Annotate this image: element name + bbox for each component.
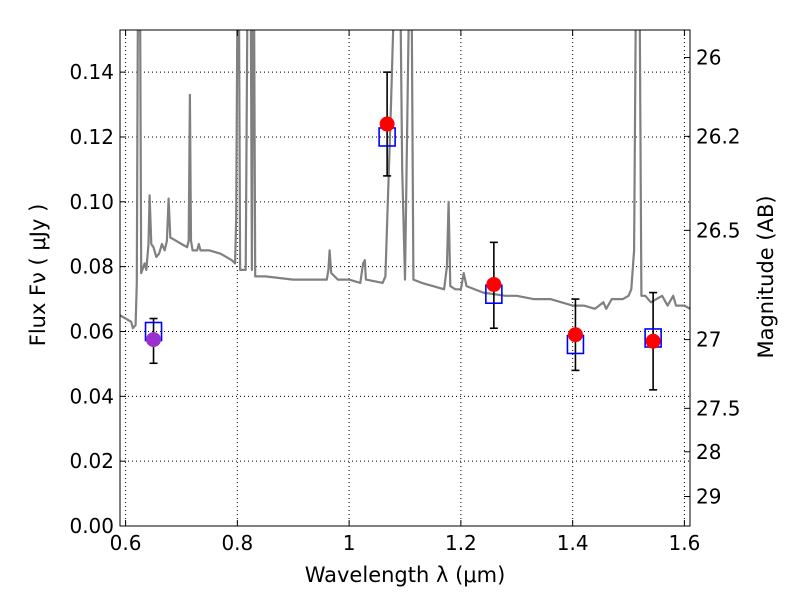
y2-tick-label: 27: [696, 328, 721, 352]
x-tick-label: 0.6: [110, 531, 142, 555]
y-tick-label: 0.00: [69, 514, 114, 538]
y-axis-label: Flux Fν ( μJy ): [26, 204, 50, 347]
y-axis-ticks: 0.00 0.02 0.04 0.06 0.08 0.10 0.12 0.14: [69, 60, 126, 538]
observed-point: [645, 333, 661, 349]
x-tick-label: 0.8: [221, 531, 253, 555]
y2-tick-label: 26.2: [696, 124, 741, 148]
y-tick-label: 0.14: [69, 60, 114, 84]
x-axis-ticks: 0.6 0.8 1 1.2 1.4 1.6: [110, 30, 701, 555]
y-tick-label: 0.12: [69, 125, 114, 149]
x-tick-label: 1.6: [669, 531, 701, 555]
y2-axis-ticks: 26 26.2 26.5 27 27.5 28 29: [684, 46, 741, 508]
y2-tick-label: 29: [696, 484, 721, 508]
y2-tick-label: 27.5: [696, 396, 741, 420]
x-axis-label: Wavelength λ (μm): [305, 563, 506, 587]
y-tick-label: 0.02: [69, 449, 114, 473]
observed-point: [379, 116, 395, 132]
y-tick-label: 0.08: [69, 255, 114, 279]
x-tick-label: 1: [343, 531, 356, 555]
y2-tick-label: 26: [696, 46, 721, 70]
observed-points: [146, 116, 661, 349]
template-spectrum-line: [120, 30, 690, 330]
y-tick-label: 0.04: [69, 384, 114, 408]
x-tick-label: 1.2: [445, 531, 477, 555]
observed-point: [567, 327, 583, 343]
y-tick-label: 0.10: [69, 190, 114, 214]
observed-point: [146, 332, 162, 348]
y-tick-label: 0.06: [69, 319, 114, 343]
observed-point: [486, 276, 502, 292]
y2-tick-label: 26.5: [696, 218, 741, 242]
y2-axis-label: Magnitude (AB): [754, 195, 778, 358]
x-tick-label: 1.4: [557, 531, 589, 555]
y2-tick-label: 28: [696, 440, 721, 464]
plot-frame: [119, 29, 691, 527]
